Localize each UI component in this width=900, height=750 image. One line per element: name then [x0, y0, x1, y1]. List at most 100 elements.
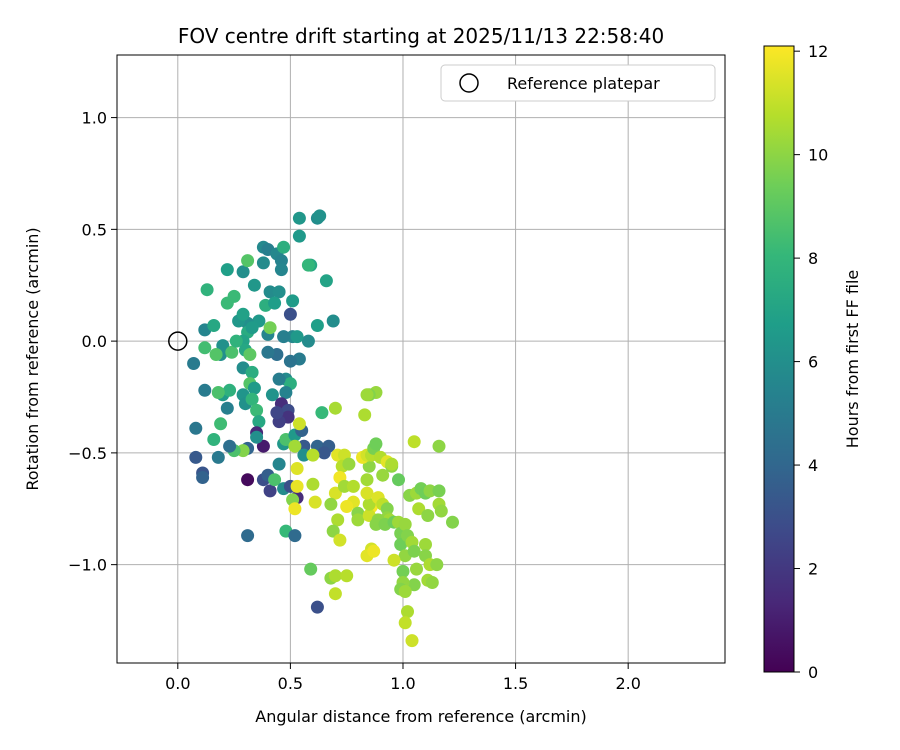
data-point [272, 372, 286, 386]
data-point [297, 448, 311, 462]
data-point [360, 486, 374, 500]
data-point [187, 357, 201, 370]
data-point [277, 240, 291, 254]
data-point [263, 285, 277, 299]
data-point [211, 450, 225, 464]
data-point [432, 439, 446, 453]
data-point [362, 497, 376, 511]
data-point [297, 439, 311, 453]
data-point [360, 388, 374, 402]
data-point [245, 321, 259, 335]
data-point [333, 533, 347, 547]
data-point [279, 386, 293, 399]
data-point [398, 585, 412, 598]
colorbar-tick-label: 4 [808, 456, 818, 475]
colorbar-tick-label: 2 [808, 560, 818, 579]
y-tick-label: 0.0 [82, 332, 107, 351]
data-point [337, 479, 351, 493]
data-point [432, 484, 446, 498]
data-point [198, 383, 212, 397]
data-point [247, 381, 261, 395]
data-point [301, 258, 315, 272]
data-point [263, 484, 277, 498]
data-point [396, 564, 410, 578]
data-point [250, 403, 264, 417]
data-point [288, 502, 302, 516]
data-point [410, 562, 423, 576]
data-point [342, 457, 356, 471]
data-point [405, 634, 419, 648]
legend: Reference platepar [440, 64, 716, 102]
data-point [376, 468, 390, 482]
data-point [220, 401, 234, 415]
data-point [290, 479, 304, 493]
data-point [292, 229, 306, 243]
data-point [326, 524, 340, 538]
colorbar-ticks: 0 2 4 6 8 10 12 [794, 42, 828, 682]
data-point [207, 433, 221, 446]
data-point [263, 321, 277, 335]
data-point [214, 417, 228, 431]
data-point [290, 462, 304, 475]
data-point [286, 294, 300, 308]
data-point [236, 307, 250, 321]
data-point [229, 334, 243, 348]
data-point [274, 254, 288, 268]
plot-frame [116, 54, 726, 664]
data-point [419, 538, 432, 551]
x-tick-label: 2.0 [615, 674, 640, 693]
data-point [256, 256, 270, 270]
x-axis: 0.0 0.5 1.0 1.5 2.0 [165, 663, 641, 693]
data-point [252, 415, 266, 429]
data-point [196, 471, 210, 484]
y-tick-label: 0.5 [82, 220, 107, 239]
legend-box [440, 64, 716, 102]
data-point [306, 477, 320, 491]
data-point [421, 509, 435, 522]
data-point [446, 515, 459, 529]
x-tick-label: 0.5 [278, 674, 303, 693]
data-points [187, 209, 459, 648]
data-point [407, 435, 421, 449]
data-point [306, 448, 320, 462]
data-point [261, 345, 275, 359]
data-point [362, 459, 376, 473]
colorbar-gradient [763, 45, 795, 673]
x-axis-label: Angular distance from reference (arcmin) [255, 707, 586, 726]
colorbar-tick-label: 8 [808, 249, 818, 268]
data-point [288, 439, 302, 453]
data-point [283, 354, 297, 368]
x-tick-label: 1.0 [390, 674, 415, 693]
data-point [277, 330, 291, 344]
data-point [392, 473, 405, 487]
colorbar: 0 2 4 6 8 10 12 Hours from first FF file [763, 42, 862, 682]
data-point [346, 479, 360, 493]
data-point [216, 339, 230, 353]
data-point [272, 285, 286, 299]
data-point [328, 486, 342, 500]
y-axis-label: Rotation from reference (arcmin) [23, 227, 42, 490]
data-point [340, 569, 354, 583]
data-point [241, 254, 255, 268]
data-point [292, 417, 306, 431]
y-tick-label: −1.0 [68, 556, 107, 575]
data-point [401, 605, 414, 619]
data-point [328, 401, 342, 415]
data-point [207, 319, 221, 332]
x-tick-label: 1.5 [503, 674, 528, 693]
reference-marker [168, 331, 188, 351]
data-point [220, 263, 234, 277]
data-point [256, 439, 270, 453]
data-point [380, 502, 394, 516]
data-point [412, 502, 426, 516]
data-point [324, 497, 338, 511]
data-point [290, 330, 304, 344]
data-point [211, 386, 225, 399]
data-point [270, 406, 284, 420]
data-point [369, 517, 383, 531]
data-point [283, 307, 297, 321]
data-point [310, 600, 324, 614]
data-point [369, 437, 383, 451]
